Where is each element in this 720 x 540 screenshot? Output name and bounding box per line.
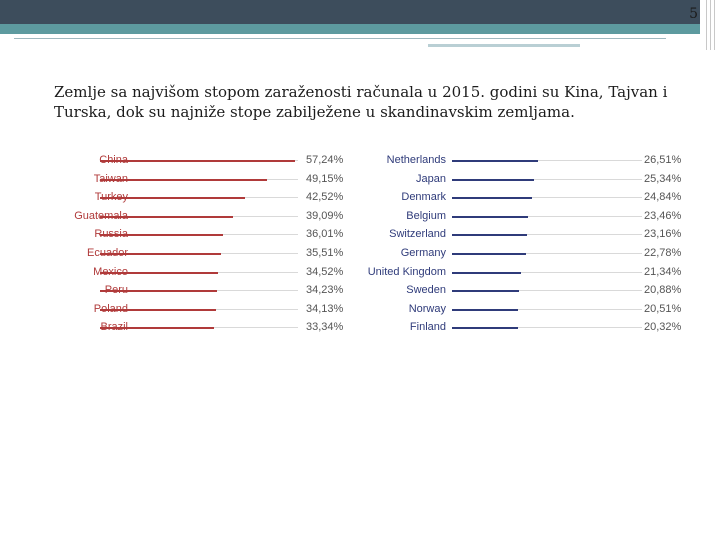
ranking-row: Switzerland 23,16% <box>336 226 686 244</box>
bar <box>452 271 521 274</box>
ranking-row: Denmark 24,84% <box>336 189 686 207</box>
value-label: 36,01% <box>306 228 344 241</box>
page-number: 5 <box>689 6 698 22</box>
value-label: 23,46% <box>644 209 682 222</box>
country-label: Denmark <box>401 191 446 204</box>
value-label: 24,84% <box>644 191 682 204</box>
bar <box>100 290 217 293</box>
ranking-row: Peru34,23% <box>34 282 354 300</box>
value-label: 39,09% <box>306 209 344 222</box>
ranking-row: United Kingdom 21,34% <box>336 264 686 282</box>
bar <box>452 178 534 181</box>
country-label: Netherlands <box>386 154 446 166</box>
bar <box>452 253 526 255</box>
value-label: 23,16% <box>644 228 682 241</box>
bar-track <box>452 290 642 292</box>
value-label: 21,34% <box>644 265 682 278</box>
value-label: 34,23% <box>306 284 344 297</box>
bar-track <box>452 234 642 236</box>
ranking-row: Sweden 20,88% <box>336 282 686 300</box>
value-label: 20,32% <box>644 321 682 334</box>
bar <box>100 327 214 330</box>
value-label: 20,88% <box>644 284 682 297</box>
bar-track <box>452 197 642 199</box>
value-label: 34,13% <box>306 302 344 315</box>
ranking-row: Russia36,01% <box>34 226 354 244</box>
bar <box>100 308 217 311</box>
bar <box>452 327 518 330</box>
bar <box>452 290 520 293</box>
bar <box>100 234 223 237</box>
bar <box>100 160 295 162</box>
ranking-row: Poland34,13% <box>34 301 354 319</box>
country-label: Sweden <box>406 284 446 297</box>
ranking-row: Finland 20,32% <box>336 319 686 337</box>
bar <box>452 215 528 218</box>
value-label: 20,51% <box>644 302 682 315</box>
value-label: 35,51% <box>306 247 344 259</box>
country-label: Belgium <box>406 209 446 222</box>
ranking-row: Guatemala39,09% <box>34 208 354 226</box>
bar <box>100 197 245 200</box>
country-label: Norway <box>408 302 446 315</box>
header-accent-line <box>428 44 580 47</box>
ranking-row: Taiwan49,15% <box>34 171 354 189</box>
bar <box>100 215 234 218</box>
value-label: 57,24% <box>306 154 344 166</box>
bar-track <box>452 215 642 217</box>
highest-infection-chart: China57,24%Taiwan49,15%Turkey42,52%Guate… <box>34 152 354 342</box>
country-label: Germany <box>400 247 446 259</box>
corner-decoration <box>700 0 720 50</box>
bar-track <box>452 160 642 161</box>
bar <box>452 234 527 237</box>
slide-header-accent <box>0 24 700 34</box>
ranking-row: Belgium 23,46% <box>336 208 686 226</box>
value-label: 26,51% <box>644 154 682 166</box>
value-label: 22,78% <box>644 247 682 259</box>
ranking-row: Japan 25,34% <box>336 171 686 189</box>
bar-track <box>452 308 642 310</box>
value-label: 34,52% <box>306 265 344 278</box>
ranking-row: Brazil33,34% <box>34 319 354 337</box>
bar <box>452 160 538 162</box>
bar-track <box>452 327 642 329</box>
intro-paragraph: Zemlje sa najvišom stopom zaraženosti ra… <box>54 83 668 121</box>
country-label: Finland <box>409 321 446 334</box>
ranking-row: Turkey42,52% <box>34 189 354 207</box>
bar <box>100 253 221 255</box>
ranking-row: Norway 20,51% <box>336 301 686 319</box>
header-divider-line <box>14 38 666 39</box>
slide-header-bar <box>0 0 700 24</box>
ranking-row: Mexico34,52% <box>34 264 354 282</box>
bar <box>100 178 268 181</box>
country-label: Switzerland <box>389 228 446 241</box>
ranking-row: Germany 22,78% <box>336 245 686 263</box>
value-label: 49,15% <box>306 172 344 185</box>
bar-track <box>452 178 642 180</box>
ranking-row: Netherlands 26,51% <box>336 152 686 170</box>
bar <box>452 197 533 200</box>
value-label: 33,34% <box>306 321 344 334</box>
bar-track <box>452 253 642 254</box>
value-label: 42,52% <box>306 191 344 204</box>
bar <box>100 271 218 274</box>
bar-track <box>452 271 642 273</box>
ranking-row: Ecuador35,51% <box>34 245 354 263</box>
ranking-row: China57,24% <box>34 152 354 170</box>
bar <box>452 308 519 311</box>
country-label: Japan <box>416 172 446 185</box>
value-label: 25,34% <box>644 172 682 185</box>
lowest-infection-chart: Netherlands 26,51% Japan 25,34% Denmark 24,84… <box>336 152 686 342</box>
country-label: United Kingdom <box>367 265 446 278</box>
